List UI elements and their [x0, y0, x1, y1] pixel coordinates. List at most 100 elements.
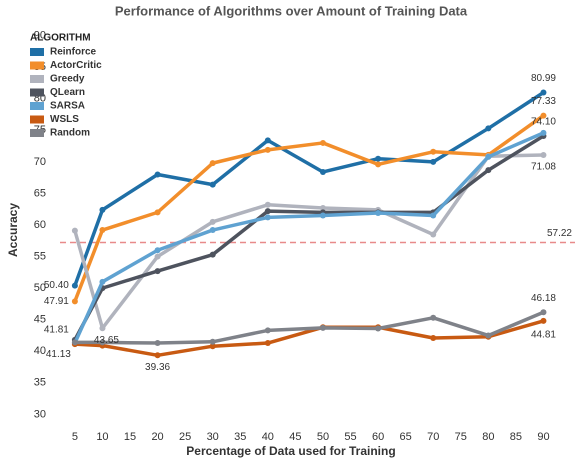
value-label: 41.81 [44, 324, 69, 335]
x-tick-label: 85 [510, 431, 522, 443]
value-label: 74.10 [531, 117, 556, 128]
point [319, 139, 326, 146]
y-tick-label: 50 [34, 282, 46, 294]
legend-swatch [30, 75, 44, 83]
y-tick-label: 40 [34, 345, 46, 357]
value-label: 39.36 [145, 362, 170, 373]
value-label: 46.18 [531, 293, 556, 304]
x-tick-label: 90 [537, 431, 549, 443]
value-label: 80.99 [531, 73, 556, 84]
x-tick-label: 60 [372, 431, 384, 443]
point [209, 251, 216, 258]
point [209, 338, 216, 345]
legend-label: WSLS [50, 114, 79, 125]
reference-label: 57.22 [547, 228, 572, 239]
legend-swatch [30, 129, 44, 137]
point [154, 171, 161, 178]
y-tick-label: 45 [34, 314, 46, 326]
x-tick-label: 50 [317, 431, 329, 443]
value-label: 71.08 [531, 162, 556, 173]
point [71, 282, 78, 289]
value-label: 77.33 [531, 96, 556, 107]
point [540, 89, 547, 96]
point [540, 152, 547, 159]
series-line [74, 310, 545, 345]
x-tick-label: 20 [151, 431, 163, 443]
point [375, 325, 382, 332]
point [154, 268, 161, 275]
y-tick-label: 35 [34, 377, 46, 389]
point [319, 212, 326, 219]
point [540, 112, 547, 119]
value-label: 44.81 [531, 330, 556, 341]
x-tick-label: 65 [400, 431, 412, 443]
point [154, 352, 161, 359]
point [485, 125, 492, 132]
point [264, 146, 271, 153]
x-tick-label: 10 [96, 431, 108, 443]
y-tick-label: 65 [34, 187, 46, 199]
value-label: 47.91 [44, 296, 69, 307]
point [485, 167, 492, 174]
legend-label: QLearn [50, 87, 85, 98]
legend-label: SARSA [50, 101, 85, 112]
point [99, 227, 106, 234]
x-tick-label: 25 [179, 431, 191, 443]
point [71, 227, 78, 234]
point [540, 309, 547, 316]
point [485, 332, 492, 339]
point [264, 327, 271, 334]
legend-title: ALGORITHM [30, 33, 91, 44]
x-tick-label: 30 [207, 431, 219, 443]
point [99, 278, 106, 285]
value-label: 43.65 [94, 335, 119, 346]
point [99, 339, 106, 346]
series-line [73, 114, 545, 302]
point [485, 153, 492, 160]
point [154, 247, 161, 254]
y-tick-label: 60 [34, 219, 46, 231]
x-tick-label: 5 [72, 431, 78, 443]
value-label: 41.13 [46, 349, 71, 360]
y-axis-title: Accuracy [6, 203, 20, 257]
series-line [74, 319, 544, 358]
y-tick-label: 30 [34, 408, 46, 420]
point [154, 209, 161, 216]
point [430, 212, 437, 219]
point [375, 210, 382, 217]
point [264, 208, 271, 215]
point [319, 204, 326, 211]
point [71, 298, 78, 305]
point [99, 206, 106, 213]
point [264, 340, 271, 347]
legend-label: Reinforce [50, 47, 97, 58]
point [209, 343, 216, 350]
legend-label: Random [50, 128, 90, 139]
y-tick-label: 90 [34, 30, 46, 42]
point [154, 253, 161, 260]
series-line [73, 91, 545, 287]
series-line [73, 131, 545, 344]
x-axis-title: Percentage of Data used for Training [186, 444, 395, 458]
y-tick-label: 55 [34, 250, 46, 262]
point [540, 129, 547, 136]
point [430, 231, 437, 238]
point [430, 314, 437, 321]
point [71, 339, 78, 346]
point [430, 158, 437, 165]
x-tick-label: 45 [289, 431, 301, 443]
point [430, 148, 437, 155]
point [375, 155, 382, 162]
x-tick-label: 40 [262, 431, 274, 443]
x-tick-label: 35 [234, 431, 246, 443]
point [540, 317, 547, 324]
series-line [73, 153, 544, 330]
legend-swatch [30, 115, 44, 124]
point [264, 137, 271, 144]
value-label: 50.40 [44, 280, 69, 291]
point [154, 340, 161, 347]
x-tick-label: 75 [455, 431, 467, 443]
series-line [73, 134, 545, 341]
x-tick-label: 80 [482, 431, 494, 443]
